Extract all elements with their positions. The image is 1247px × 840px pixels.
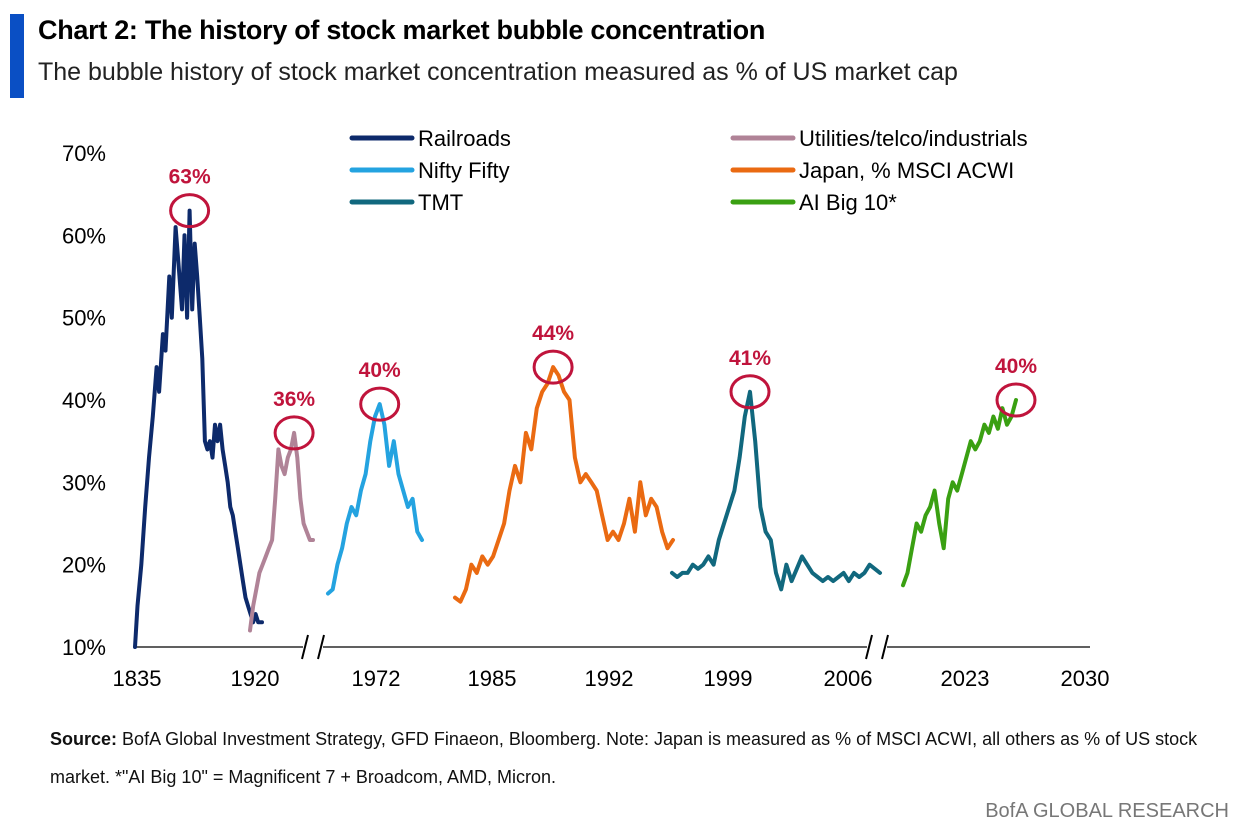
peak-label: 63% <box>169 166 211 189</box>
y-tick-label: 50% <box>62 306 106 331</box>
axis-break-mark <box>881 634 889 660</box>
x-tick-label: 1920 <box>231 666 280 691</box>
series-line <box>133 208 264 649</box>
y-tick-label: 70% <box>62 141 106 166</box>
brand-footer: BofA GLOBAL RESEARCH <box>985 800 1229 822</box>
y-tick-label: 10% <box>62 635 106 660</box>
peak-label: 40% <box>995 355 1037 378</box>
axis-break-mark <box>301 634 309 660</box>
legend-label: Nifty Fifty <box>418 158 510 183</box>
legend-label: TMT <box>418 190 463 215</box>
x-tick-label: 1999 <box>704 666 753 691</box>
x-tick-label: 2030 <box>1061 666 1110 691</box>
legend-label: Japan, % MSCI ACWI <box>799 158 1014 183</box>
series-line <box>248 430 315 633</box>
y-tick-label: 60% <box>62 223 106 248</box>
source-label: Source: <box>50 729 118 749</box>
legend-label: Utilities/telco/industrials <box>799 126 1028 151</box>
peak-circle <box>169 193 211 229</box>
peak-circle <box>532 349 574 385</box>
title-accent-bar <box>10 14 24 98</box>
x-tick-label: 2006 <box>824 666 873 691</box>
y-tick-label: 30% <box>62 470 106 495</box>
x-tick-label: 1835 <box>113 666 162 691</box>
source-note: Source: BofA Global Investment Strategy,… <box>50 720 1210 796</box>
y-tick-label: 20% <box>62 553 106 578</box>
legend-label: AI Big 10* <box>799 190 897 215</box>
peak-circle <box>359 386 401 422</box>
axis-break-mark <box>317 634 325 660</box>
x-tick-label: 1992 <box>585 666 634 691</box>
series-line <box>901 398 1018 588</box>
source-text: BofA Global Investment Strategy, GFD Fin… <box>50 729 1198 787</box>
chart-subtitle: The bubble history of stock market conce… <box>38 58 958 86</box>
peak-label: 36% <box>273 388 315 411</box>
series-line <box>326 402 424 596</box>
x-tick-label: 1972 <box>352 666 401 691</box>
peak-label: 44% <box>532 322 574 345</box>
peak-label: 40% <box>359 359 401 382</box>
peak-circle <box>729 374 771 410</box>
peak-circle <box>995 382 1037 418</box>
axis-break-mark <box>865 634 873 660</box>
legend-label: Railroads <box>418 126 511 151</box>
peak-circle <box>273 415 315 451</box>
series-line <box>453 365 675 604</box>
peak-label: 41% <box>729 347 771 370</box>
series-line <box>670 389 882 592</box>
chart-title: Chart 2: The history of stock market bub… <box>38 15 766 45</box>
x-tick-label: 1985 <box>468 666 517 691</box>
y-tick-label: 40% <box>62 388 106 413</box>
x-tick-label: 2023 <box>941 666 990 691</box>
